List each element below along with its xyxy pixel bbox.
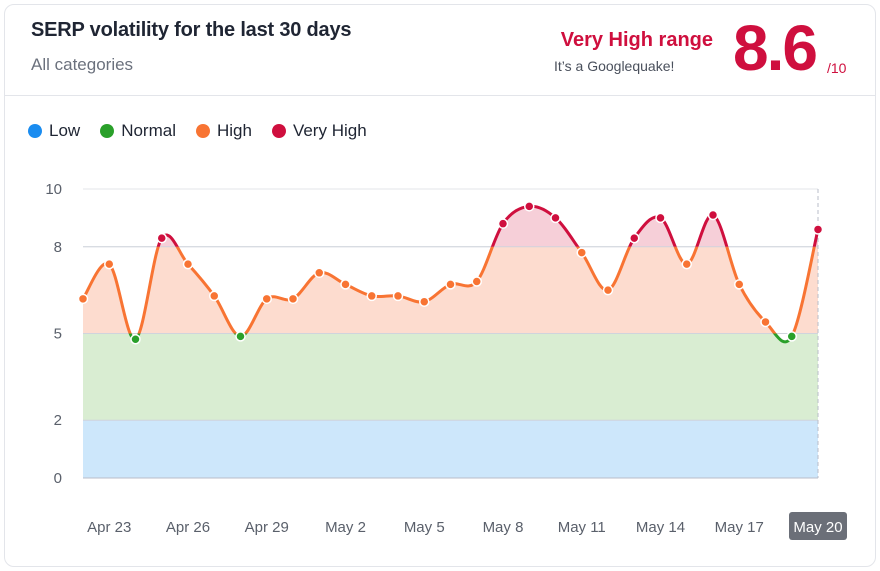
data-point <box>209 290 220 302</box>
x-tick-label: Apr 26 <box>166 519 210 536</box>
x-tick-label: May 17 <box>715 519 764 536</box>
data-point <box>681 258 692 270</box>
range-description: It’s a Googlequake! <box>554 58 675 74</box>
data-point <box>524 201 535 212</box>
data-point <box>497 218 509 229</box>
range-label: Very High range <box>560 29 713 51</box>
card-header: SERP volatility for the last 30 days All… <box>5 5 875 96</box>
data-point <box>602 284 614 296</box>
data-point <box>156 232 167 244</box>
data-point <box>550 212 561 224</box>
x-tick-label-selected: May 20 <box>793 519 842 536</box>
x-tick-label: May 8 <box>483 519 524 536</box>
selected-date-tag: May 20 <box>789 512 847 540</box>
x-tick-label: Apr 23 <box>87 519 131 536</box>
data-point <box>576 247 587 258</box>
data-point <box>261 293 272 305</box>
data-point <box>314 267 325 279</box>
data-point <box>812 224 824 235</box>
y-tick-label: 5 <box>54 326 62 343</box>
y-tick-label: 0 <box>54 470 62 487</box>
volatility-score: 8.6 <box>733 12 818 84</box>
y-tick-label: 8 <box>54 239 62 256</box>
y-tick-label: 10 <box>45 181 62 198</box>
data-point <box>760 316 771 328</box>
legend-dot-low-icon <box>28 124 42 138</box>
data-point <box>366 290 377 302</box>
x-tick-label: May 2 <box>325 519 366 536</box>
area-very-high <box>158 206 818 247</box>
data-point <box>182 258 194 270</box>
area-normal <box>83 333 818 421</box>
data-point <box>392 290 404 302</box>
legend-item-very-high[interactable]: Very High <box>271 121 367 141</box>
data-point <box>734 279 745 290</box>
area-high <box>83 246 818 334</box>
legend-item-low[interactable]: Low <box>28 121 80 141</box>
y-tick-label: 2 <box>54 412 62 429</box>
x-tick-label: Apr 29 <box>245 519 289 536</box>
data-point <box>287 293 299 305</box>
data-point <box>419 296 430 307</box>
legend-dot-normal-icon <box>100 124 115 138</box>
line-very-high <box>156 204 820 247</box>
chart-title: SERP volatility for the last 30 days <box>31 19 352 41</box>
data-point <box>235 331 246 342</box>
legend-item-high[interactable]: High <box>195 121 252 141</box>
data-point <box>340 279 351 290</box>
data-point <box>104 258 115 270</box>
category-filter[interactable]: All categories <box>31 55 134 74</box>
x-tick-label: May 14 <box>636 519 685 536</box>
legend-label-high: High <box>216 121 252 140</box>
legend-label-very-high: Very High <box>292 121 367 140</box>
data-point <box>130 334 141 345</box>
legend-label-low: Low <box>49 121 81 140</box>
legend-dot-very-high-icon <box>271 124 286 138</box>
data-point <box>445 279 456 290</box>
legend-dot-high-icon <box>195 124 210 138</box>
data-point <box>471 276 482 287</box>
score-max: /10 <box>827 60 847 76</box>
x-tick-label: May 11 <box>558 519 606 536</box>
data-point <box>786 331 797 342</box>
legend-item-normal[interactable]: Normal <box>100 121 176 141</box>
x-tick-label: May 5 <box>404 519 445 536</box>
legend-label-normal: Normal <box>121 121 176 140</box>
chart-legend: Low Normal High Very High <box>28 121 367 141</box>
selected-date-tag-bg <box>789 512 847 540</box>
area-low <box>83 420 818 478</box>
data-point <box>707 209 719 221</box>
data-point <box>77 293 89 305</box>
data-point <box>629 232 640 244</box>
data-point <box>655 212 666 224</box>
